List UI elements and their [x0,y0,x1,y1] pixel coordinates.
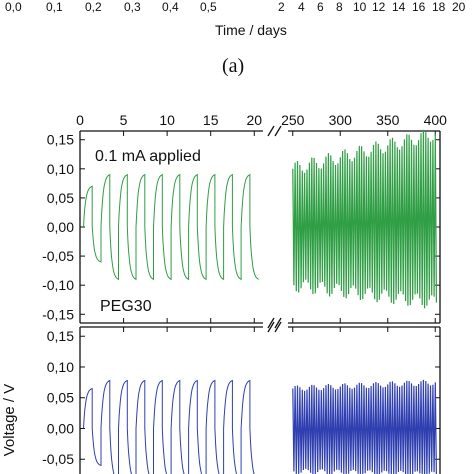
top-tick-label: 0,2 [85,0,102,14]
x-tick-label: 300 [329,112,353,128]
y-tick-label: 0,05 [47,190,74,206]
y-axis-label: Voltage / V [1,384,18,457]
y-tick-label: 0,00 [47,420,74,436]
x-tick-label: 350 [376,112,400,128]
top-tick-label: 14 [392,0,406,14]
y-tick-label: 0,15 [47,328,74,344]
axis-break-mark [274,125,282,137]
top-tick-label: 0,4 [162,0,179,14]
axis-break-mark [267,321,275,333]
x-tick-label: 250 [281,112,305,128]
y-tick-label: 0,10 [47,161,74,177]
y-tick-label: 0,10 [47,359,74,375]
x-tick-label: 15 [203,112,219,128]
top-tick-label: 20 [452,0,466,14]
top-tick-label: 0,5 [200,0,217,14]
top-tick-label: 0,1 [46,0,63,14]
top-tick-label: 10 [353,0,367,14]
y-tick-label: 0,15 [47,132,74,148]
x-tick-label: 400 [424,112,448,128]
top-tick-label: 8 [336,0,343,14]
top-tick-label: 12 [372,0,386,14]
y-tick-label: -0,05 [42,248,74,264]
y-tick-label: 0,05 [47,390,74,406]
axis-break-mark [267,317,275,329]
top-tick-label: 4 [298,0,305,14]
panel-annotation: 0.1 mA applied [95,148,201,165]
y-tick-label: 0,00 [47,219,74,235]
voltage-trace-late [292,379,437,474]
x-tick-label: 0 [76,112,84,128]
y-tick-label: -0,10 [42,277,74,293]
panel-label: PEG30 [100,298,152,315]
voltage-trace-early [83,379,255,474]
axis-break-mark [274,321,282,333]
voltage-trace-late [292,129,437,309]
top-tick-label: 16 [412,0,426,14]
panel-1 [79,125,441,329]
y-tick-label: -0,05 [42,451,74,467]
x-tick-label: 5 [120,112,128,128]
top-tick-label: 0,3 [124,0,141,14]
top-x-axis-label: Time / days [215,22,287,38]
y-tick-label: -0,15 [42,306,74,322]
panel-2 [79,321,441,474]
x-tick-label: 10 [159,112,175,128]
x-tick-label: 20 [246,112,262,128]
voltage-trace-early [83,173,259,281]
figure-caption: (a) [222,55,245,77]
axis-break-mark [267,125,275,137]
top-tick-label: 18 [432,0,446,14]
top-tick-label: 6 [317,0,324,14]
top-tick-label: 0,0 [5,0,22,14]
axis-break-mark [274,317,282,329]
top-tick-label: 2 [278,0,285,14]
